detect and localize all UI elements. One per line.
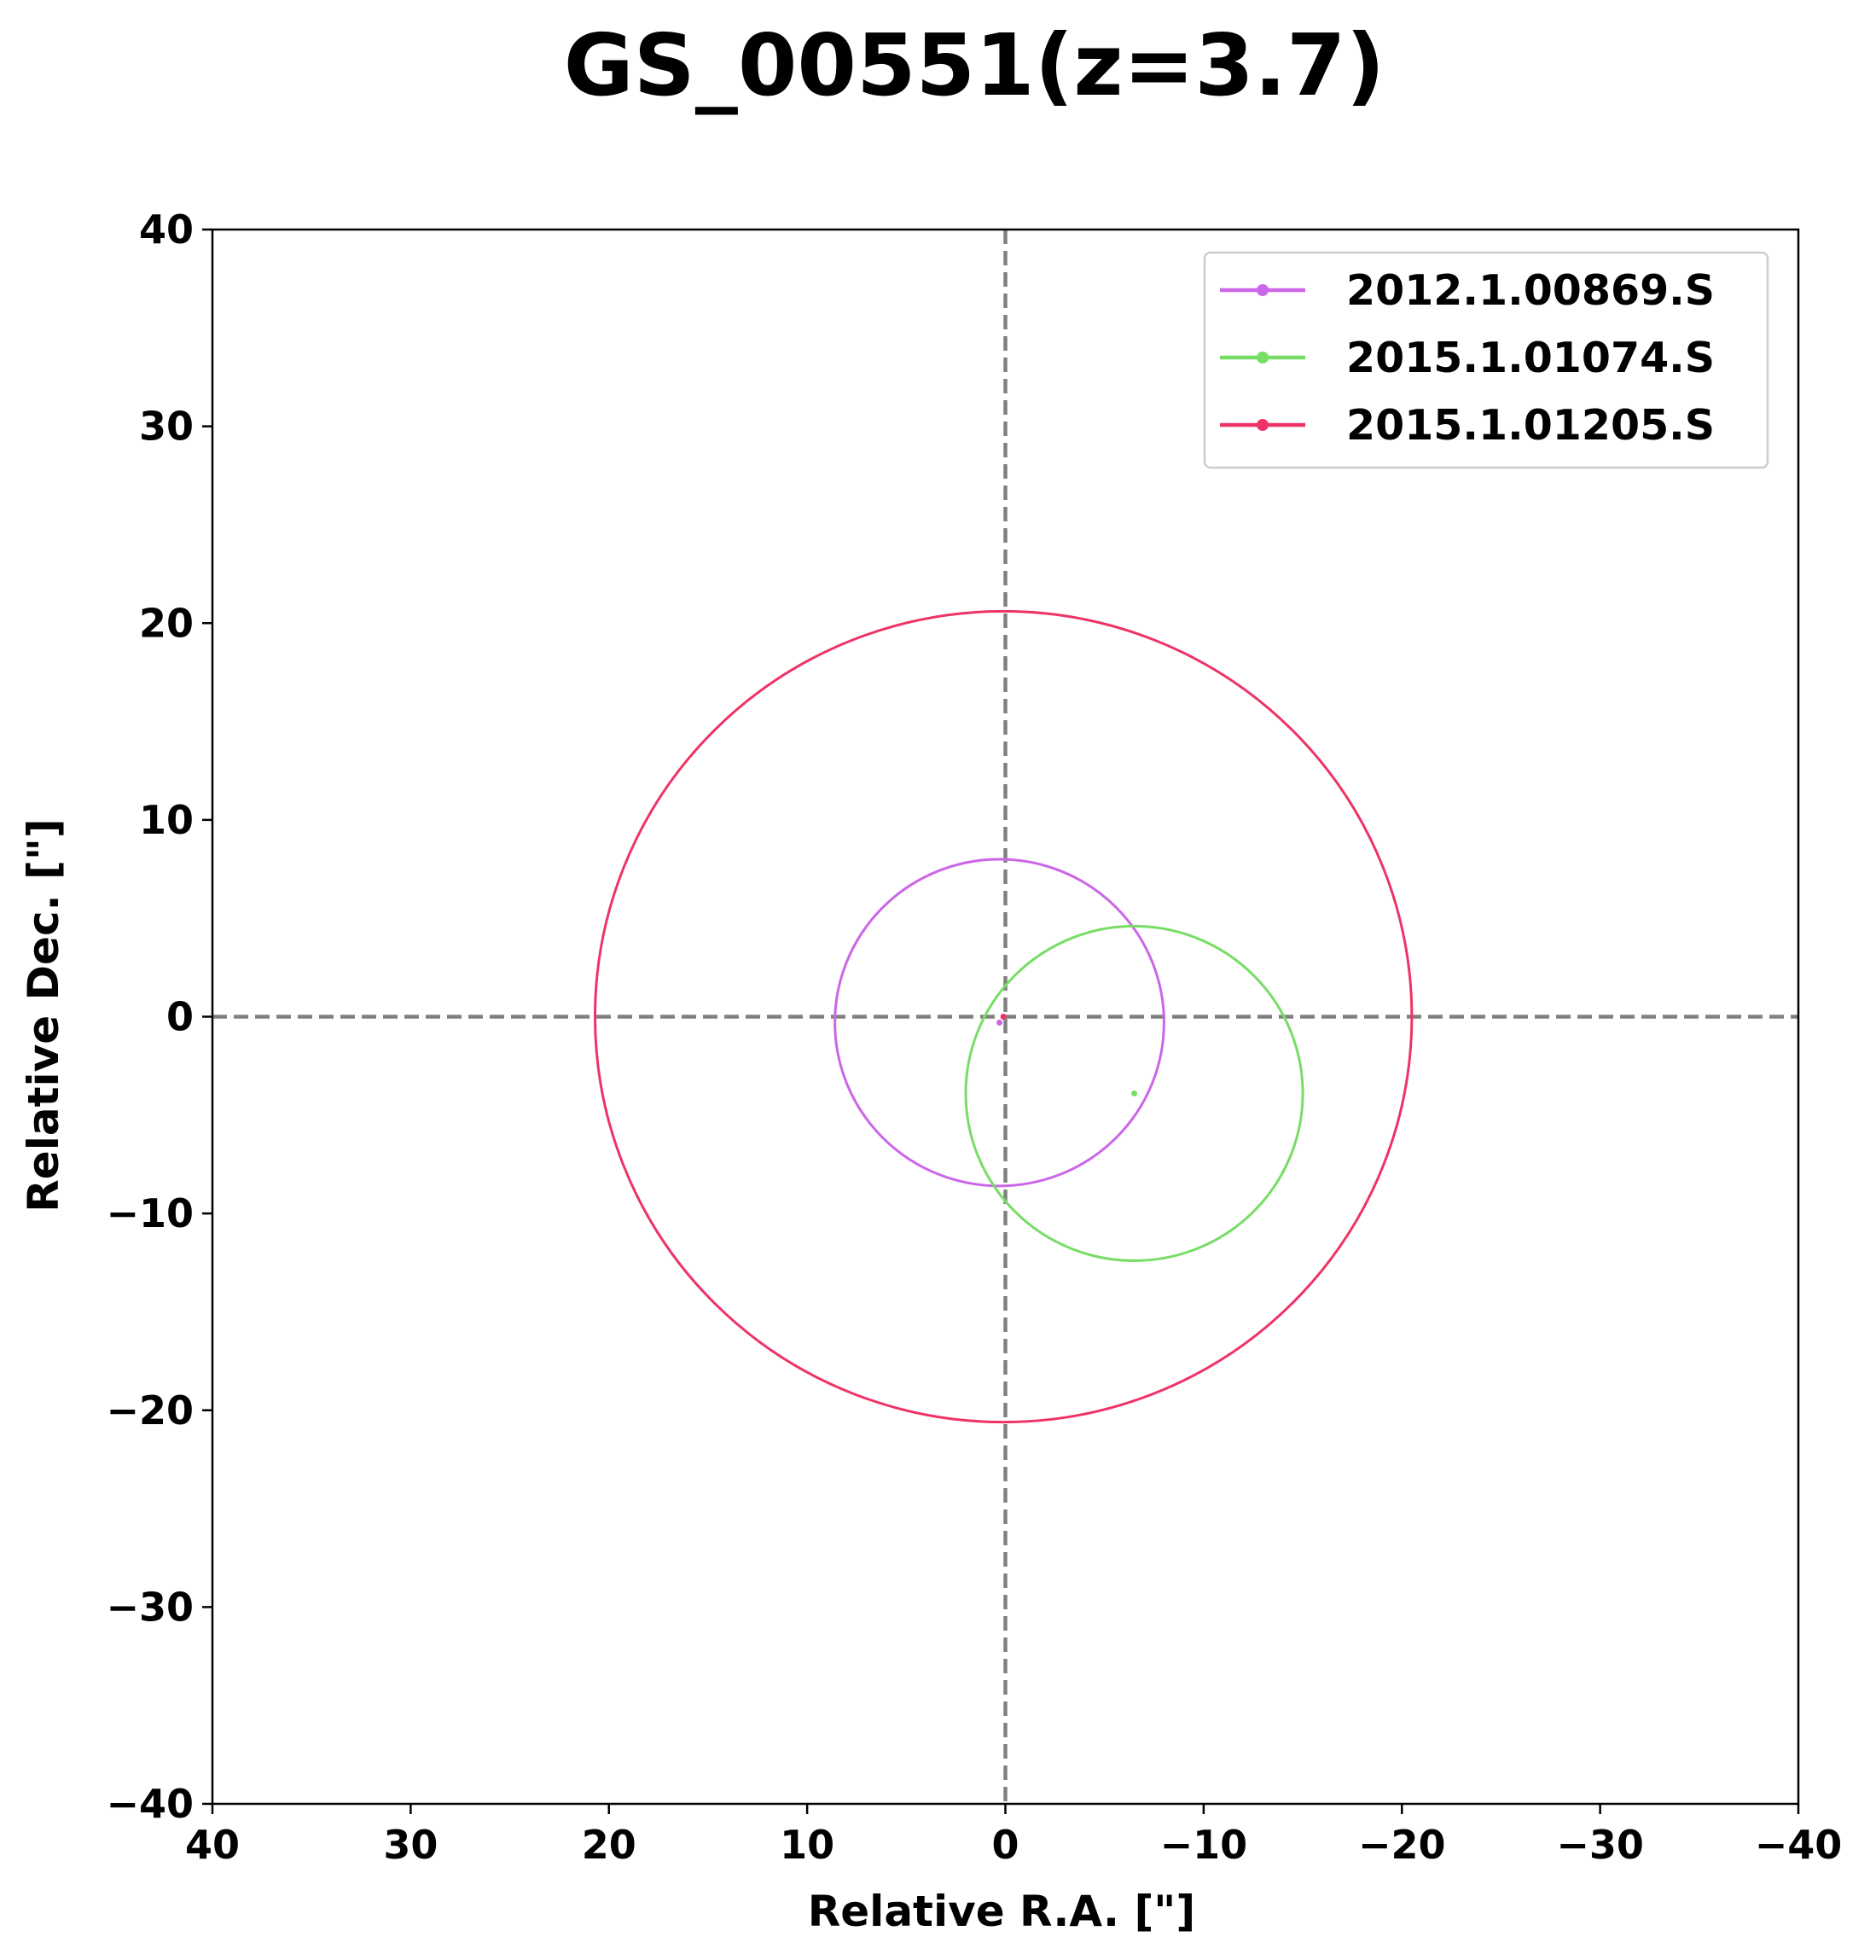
y-tick-label: −40 [106, 1781, 194, 1827]
x-tick-label: −10 [1160, 1822, 1248, 1868]
chart-title: GS_00551(z=3.7) [564, 15, 1385, 115]
x-tick-label: 20 [582, 1822, 636, 1868]
legend-label-1: 2012.1.00869.S [1346, 266, 1715, 315]
x-axis-label: Relative R.A. ["] [808, 1887, 1195, 1936]
beam-circle-3 [593, 609, 1414, 1424]
x-tick-label: 40 [185, 1822, 240, 1868]
x-tick-label: −40 [1755, 1822, 1843, 1868]
y-tick-label: 20 [139, 600, 194, 646]
y-tick-label: 40 [139, 206, 194, 253]
circle-center-1 [996, 1019, 1003, 1026]
legend-label-2: 2015.1.01074.S [1346, 334, 1715, 382]
y-tick-label: 0 [166, 994, 194, 1040]
beam-circle-1 [833, 858, 1165, 1188]
beam-circle-2 [964, 924, 1304, 1262]
x-axis-ticks: 40 30 20 10 0 −10 −20 −30 −40 [185, 1804, 1842, 1868]
beam-circles [593, 609, 1414, 1424]
x-tick-label: −30 [1556, 1822, 1644, 1868]
legend-marker-2 [1257, 352, 1269, 364]
y-tick-label: 10 [139, 797, 194, 843]
circle-center-2 [1131, 1090, 1138, 1096]
legend-marker-3 [1257, 419, 1269, 431]
y-axis-label: Relative Dec. ["] [19, 818, 68, 1212]
legend-box [1203, 251, 1769, 469]
legend-label-3: 2015.1.01205.S [1346, 401, 1715, 450]
legend: 2012.1.00869.S 2015.1.01074.S 2015.1.01205… [1203, 251, 1769, 469]
x-tick-label: 10 [780, 1822, 834, 1868]
y-tick-label: −20 [106, 1387, 194, 1434]
circle-centers [996, 1014, 1138, 1096]
circle-center-3 [1000, 1014, 1007, 1020]
x-tick-label: 0 [991, 1822, 1019, 1868]
y-tick-label: −30 [106, 1584, 194, 1630]
y-tick-label: 30 [139, 404, 194, 450]
legend-marker-1 [1257, 284, 1269, 296]
x-tick-label: −20 [1358, 1822, 1446, 1868]
x-tick-label: 30 [383, 1822, 438, 1868]
y-tick-label: −10 [106, 1190, 194, 1236]
y-axis-ticks: 40 30 20 10 0 −10 −20 −30 −40 [106, 206, 212, 1827]
